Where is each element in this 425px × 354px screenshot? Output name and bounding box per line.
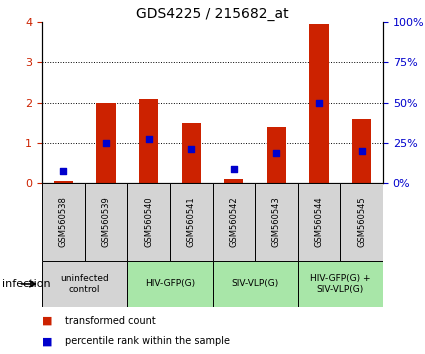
Text: ■: ■ — [42, 337, 53, 347]
Bar — [309, 24, 329, 183]
Bar — [212, 183, 255, 261]
Text: GSM560541: GSM560541 — [187, 197, 196, 247]
Point — [102, 140, 109, 145]
Bar — [127, 261, 212, 307]
Bar — [170, 183, 212, 261]
Point — [188, 146, 195, 152]
Bar — [340, 183, 383, 261]
Bar — [352, 119, 371, 183]
Bar — [42, 261, 127, 307]
Point — [316, 100, 323, 105]
Bar — [255, 183, 298, 261]
Bar — [54, 181, 73, 183]
Point — [358, 148, 365, 154]
Bar — [85, 183, 127, 261]
Text: GSM560540: GSM560540 — [144, 197, 153, 247]
Bar — [224, 179, 244, 183]
Text: GSM560538: GSM560538 — [59, 196, 68, 247]
Point — [60, 168, 67, 174]
Bar — [96, 103, 116, 183]
Bar — [127, 183, 170, 261]
Text: infection: infection — [2, 279, 51, 289]
Text: HIV-GFP(G): HIV-GFP(G) — [145, 279, 195, 289]
Bar — [42, 183, 85, 261]
Text: HIV-GFP(G) +
SIV-VLP(G): HIV-GFP(G) + SIV-VLP(G) — [310, 274, 371, 294]
Text: ■: ■ — [42, 316, 53, 326]
Text: transformed count: transformed count — [65, 316, 156, 326]
Bar — [267, 127, 286, 183]
Text: GSM560539: GSM560539 — [102, 196, 111, 247]
Bar — [181, 123, 201, 183]
Text: GSM560544: GSM560544 — [314, 197, 323, 247]
Bar — [139, 98, 158, 183]
Text: percentile rank within the sample: percentile rank within the sample — [65, 337, 230, 347]
Text: GSM560543: GSM560543 — [272, 196, 281, 247]
Text: GSM560542: GSM560542 — [230, 197, 238, 247]
Bar — [212, 261, 298, 307]
Point — [145, 136, 152, 142]
Point — [273, 150, 280, 156]
Bar — [298, 261, 383, 307]
Point — [230, 166, 237, 172]
Text: GSM560545: GSM560545 — [357, 197, 366, 247]
Text: uninfected
control: uninfected control — [60, 274, 109, 294]
Title: GDS4225 / 215682_at: GDS4225 / 215682_at — [136, 7, 289, 21]
Text: SIV-VLP(G): SIV-VLP(G) — [232, 279, 279, 289]
Bar — [298, 183, 340, 261]
